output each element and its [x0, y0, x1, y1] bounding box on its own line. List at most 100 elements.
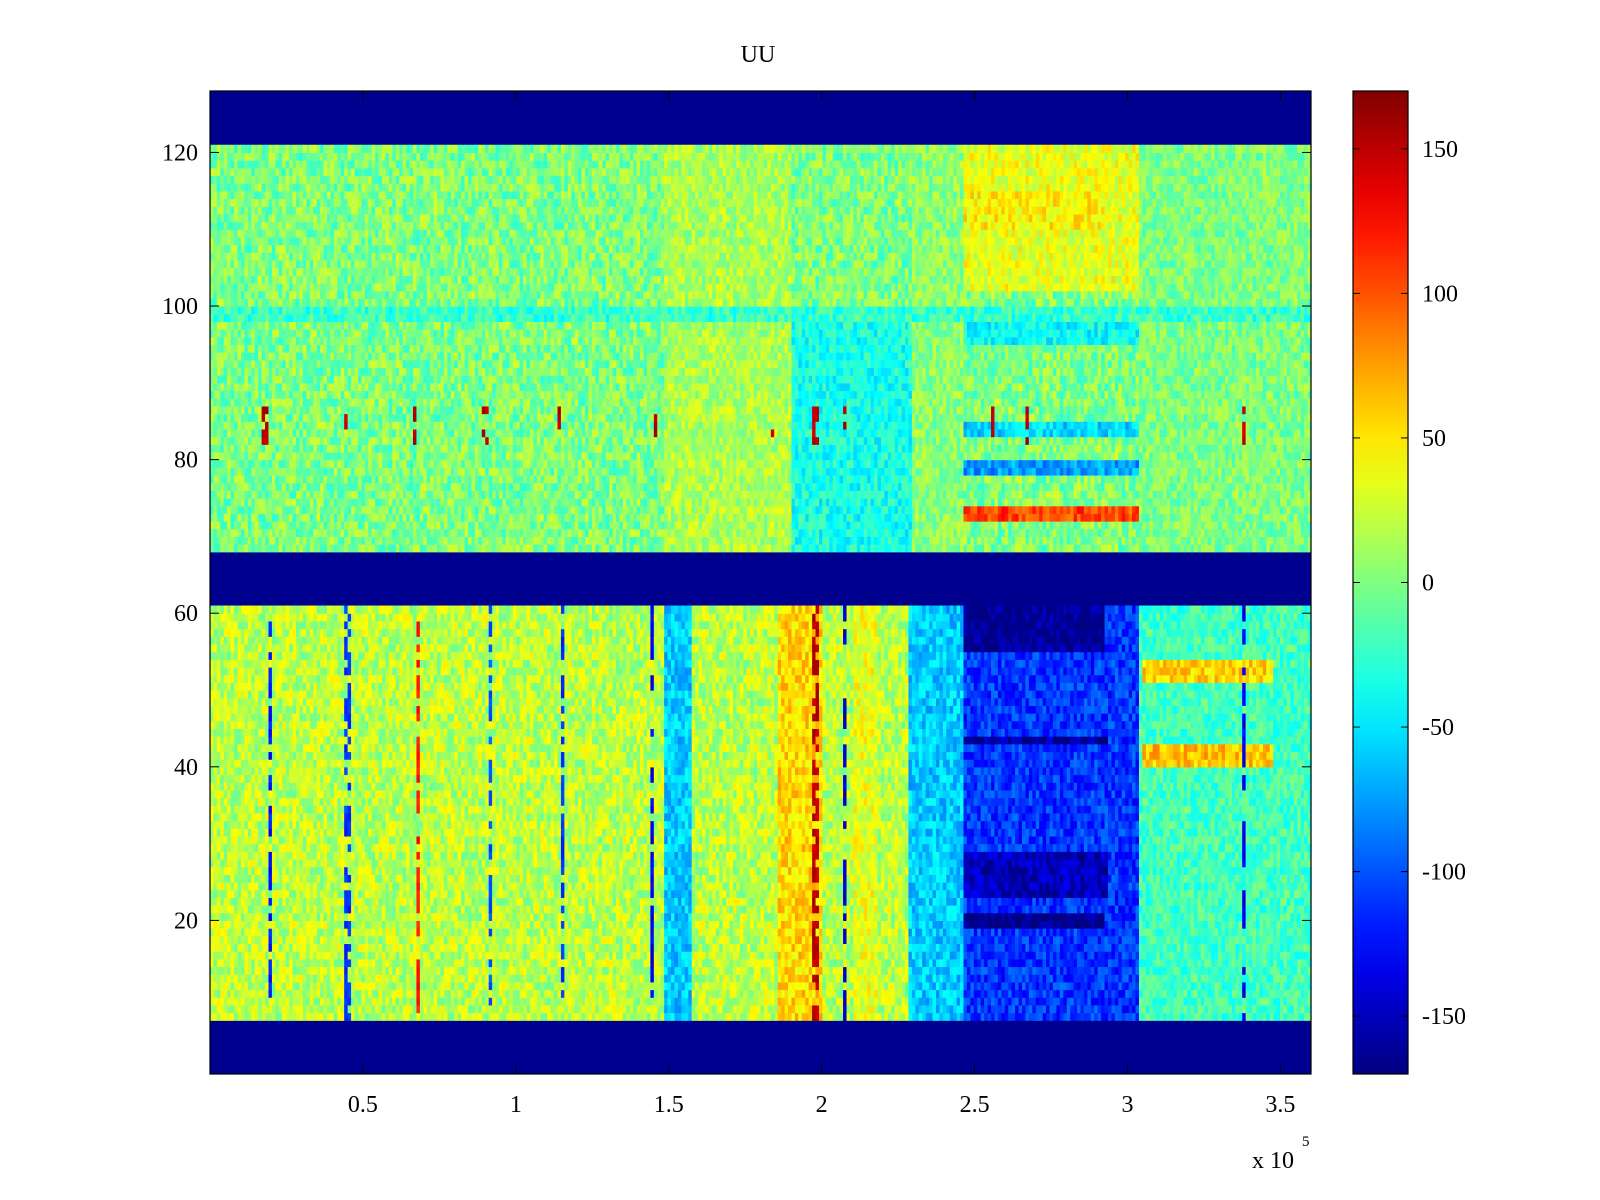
heatmap-cell: [358, 613, 362, 621]
heatmap-cell: [306, 751, 310, 759]
heatmap-cell: [299, 391, 303, 399]
heatmap-cell: [320, 383, 324, 391]
heatmap-cell: [231, 367, 235, 375]
heatmap-cell: [348, 483, 352, 491]
heatmap-cell: [220, 821, 224, 829]
heatmap-cell: [248, 291, 252, 299]
heatmap-cell: [279, 529, 283, 537]
heatmap-cell: [348, 467, 352, 475]
heatmap-cell: [279, 698, 283, 706]
heatmap-cell: [313, 214, 317, 222]
heatmap-cell: [238, 767, 242, 775]
heatmap-cell: [275, 444, 279, 452]
heatmap-cell: [275, 152, 279, 160]
heatmap-cell: [310, 606, 314, 614]
heatmap-cell: [327, 352, 331, 360]
heatmap-cell: [279, 959, 283, 967]
heatmap-cell: [286, 152, 290, 160]
heatmap-cell: [251, 652, 255, 660]
heatmap-cell: [234, 360, 238, 368]
heatmap-cell: [296, 844, 300, 852]
heatmap-cell: [365, 245, 369, 253]
heatmap-cell: [275, 713, 279, 721]
heatmap-cell: [341, 391, 345, 399]
heatmap-cell: [217, 467, 221, 475]
heatmap-cell: [224, 291, 228, 299]
heatmap-cell: [224, 1005, 228, 1013]
heatmap-cell: [320, 268, 324, 276]
heatmap-cell: [320, 790, 324, 798]
heatmap-cell: [324, 229, 328, 237]
heatmap-cell: [265, 736, 269, 744]
heatmap-cell: [351, 275, 355, 283]
heatmap-cell: [299, 275, 303, 283]
heatmap-cell: [348, 667, 352, 675]
heatmap-cell: [310, 375, 314, 383]
heatmap-cell: [279, 951, 283, 959]
heatmap-cell: [351, 367, 355, 375]
heatmap-cell: [334, 544, 338, 552]
heatmap-cell: [296, 383, 300, 391]
heatmap-cell: [306, 275, 310, 283]
heatmap-cell: [234, 897, 238, 905]
heatmap-cell: [238, 291, 242, 299]
heatmap-cell: [241, 1013, 245, 1021]
heatmap-cell: [220, 675, 224, 683]
heatmap-cell: [262, 183, 266, 191]
heatmap-cell: [348, 982, 352, 990]
heatmap-cell: [341, 613, 345, 621]
heatmap-cell: [313, 744, 317, 752]
heatmap-cell: [296, 890, 300, 898]
heatmap-cell: [275, 997, 279, 1005]
heatmap-cell: [313, 367, 317, 375]
heatmap-cell: [306, 606, 310, 614]
heatmap-cell: [217, 498, 221, 506]
heatmap-cell: [265, 836, 269, 844]
heatmap-cell: [337, 498, 341, 506]
heatmap-cell: [299, 675, 303, 683]
heatmap-cell: [286, 613, 290, 621]
heatmap-cell: [313, 375, 317, 383]
heatmap-cell: [238, 759, 242, 767]
heatmap-cell: [234, 145, 238, 153]
heatmap-cell: [275, 920, 279, 928]
heatmap-cell: [365, 145, 369, 153]
heatmap-cell: [275, 990, 279, 998]
heatmap-cell: [265, 529, 269, 537]
heatmap-cell: [306, 997, 310, 1005]
heatmap-cell: [306, 214, 310, 222]
heatmap-cell: [244, 437, 248, 445]
heatmap-cell: [299, 629, 303, 637]
heatmap-cell: [324, 214, 328, 222]
heatmap-cell: [279, 199, 283, 207]
heatmap-cell: [358, 298, 362, 306]
heatmap-cell: [306, 283, 310, 291]
heatmap-cell: [265, 805, 269, 813]
heatmap-cell: [337, 490, 341, 498]
heatmap-cell: [337, 199, 341, 207]
heatmap-cell: [317, 175, 321, 183]
heatmap-cell: [344, 490, 348, 498]
heatmap-cell: [289, 467, 293, 475]
heatmap-cell: [293, 890, 297, 898]
heatmap-cell: [262, 667, 266, 675]
heatmap-cell: [248, 452, 252, 460]
heatmap-cell: [365, 183, 369, 191]
heatmap-cell: [262, 867, 266, 875]
heatmap-cell: [268, 152, 272, 160]
heatmap-cell: [234, 245, 238, 253]
heatmap-cell: [365, 391, 369, 399]
heatmap-cell: [279, 659, 283, 667]
heatmap-cell: [289, 936, 293, 944]
heatmap-cell: [227, 321, 231, 329]
heatmap-cell: [293, 790, 297, 798]
heatmap-cell: [210, 805, 214, 813]
heatmap-cell: [210, 744, 214, 752]
heatmap-cell: [268, 199, 272, 207]
heatmap-cell: [310, 690, 314, 698]
heatmap-cell: [289, 352, 293, 360]
heatmap-cell: [258, 145, 262, 153]
heatmap-cell: [365, 375, 369, 383]
heatmap-cell: [255, 897, 259, 905]
heatmap-cell: [296, 352, 300, 360]
